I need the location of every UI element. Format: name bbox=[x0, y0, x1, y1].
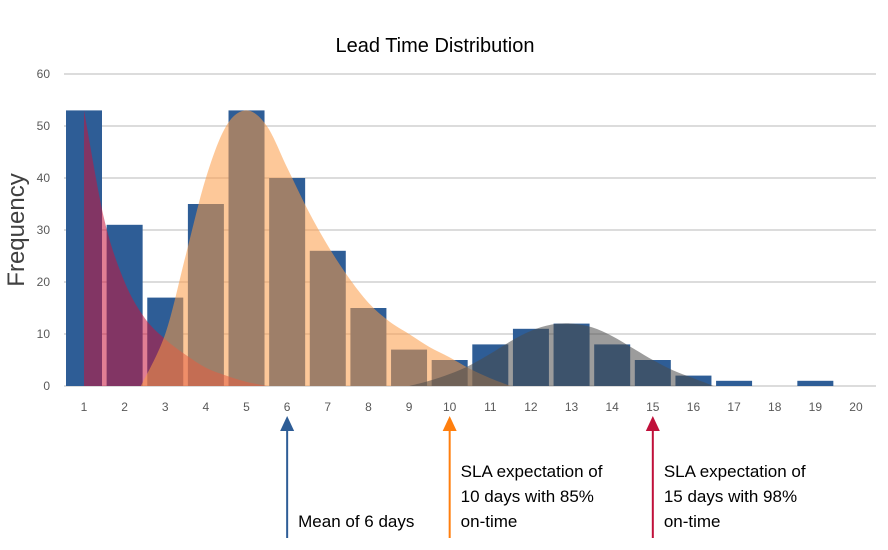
x-tick-label: 17 bbox=[727, 400, 741, 414]
fitted-curve-1 bbox=[84, 110, 267, 387]
x-tick-label: 3 bbox=[162, 400, 169, 414]
x-tick-label: 9 bbox=[406, 400, 413, 414]
y-tick-label: 50 bbox=[37, 119, 51, 133]
annotation-text: SLA expectation of bbox=[664, 462, 806, 481]
annotation-text: 10 days with 85% bbox=[461, 487, 594, 506]
x-tick-label: 5 bbox=[243, 400, 250, 414]
y-tick-label: 10 bbox=[37, 327, 51, 341]
x-tick-label: 20 bbox=[849, 400, 863, 414]
bar-17 bbox=[716, 380, 753, 386]
x-tick-label: 19 bbox=[809, 400, 823, 414]
x-tick-label: 8 bbox=[365, 400, 372, 414]
bar-19 bbox=[797, 380, 834, 386]
arrow-head-icon bbox=[645, 416, 660, 431]
x-tick-label: 16 bbox=[687, 400, 701, 414]
x-tick-label: 1 bbox=[81, 400, 88, 414]
y-axis-label: Frequency bbox=[3, 173, 30, 286]
chart-title: Lead Time Distribution bbox=[336, 35, 535, 57]
x-tick-label: 6 bbox=[284, 400, 291, 414]
y-tick-label: 0 bbox=[43, 379, 50, 393]
arrow-head-icon bbox=[280, 416, 295, 431]
y-tick-label: 30 bbox=[37, 223, 51, 237]
x-tick-label: 2 bbox=[121, 400, 128, 414]
y-tick-label: 20 bbox=[37, 275, 51, 289]
fitted-curve-2 bbox=[140, 110, 511, 387]
y-tick-label: 60 bbox=[37, 67, 51, 81]
y-tick-label: 40 bbox=[37, 171, 51, 185]
annotation-text: on-time bbox=[461, 512, 518, 531]
x-tick-label: 10 bbox=[443, 400, 457, 414]
arrow-head-icon bbox=[442, 416, 457, 431]
x-tick-label: 13 bbox=[565, 400, 579, 414]
fitted-curve-3 bbox=[409, 323, 714, 386]
x-tick-label: 15 bbox=[646, 400, 660, 414]
x-tick-label: 4 bbox=[203, 400, 210, 414]
annotation-text: Mean of 6 days bbox=[298, 512, 414, 531]
annotation-text: on-time bbox=[664, 512, 721, 531]
x-tick-label: 14 bbox=[606, 400, 620, 414]
x-tick-label: 12 bbox=[524, 400, 538, 414]
x-tick-label: 7 bbox=[324, 400, 331, 414]
annotation-text: SLA expectation of bbox=[461, 462, 603, 481]
annotation-text: 15 days with 98% bbox=[664, 487, 797, 506]
x-tick-label: 11 bbox=[484, 400, 497, 414]
x-tick-label: 18 bbox=[768, 400, 782, 414]
